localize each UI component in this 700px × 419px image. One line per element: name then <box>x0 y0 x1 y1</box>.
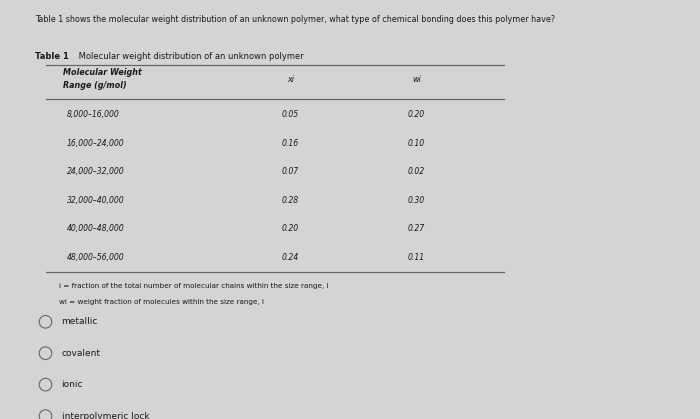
Text: Range (g/mol): Range (g/mol) <box>63 81 127 90</box>
Text: 0.07: 0.07 <box>282 168 299 176</box>
Text: 16,000–24,000: 16,000–24,000 <box>66 139 124 148</box>
Text: 0.02: 0.02 <box>408 168 425 176</box>
Text: 0.28: 0.28 <box>282 196 299 205</box>
Text: 0.05: 0.05 <box>282 111 299 119</box>
Text: wi = weight fraction of molecules within the size range, i: wi = weight fraction of molecules within… <box>60 299 265 305</box>
Text: 0.16: 0.16 <box>282 139 299 148</box>
Text: Table 1: Table 1 <box>35 52 69 61</box>
Text: Molecular weight distribution of an unknown polymer: Molecular weight distribution of an unkn… <box>76 52 303 61</box>
Text: 8,000–16,000: 8,000–16,000 <box>66 111 119 119</box>
Text: 0.11: 0.11 <box>408 253 425 262</box>
Text: 32,000–40,000: 32,000–40,000 <box>66 196 124 205</box>
Text: 0.27: 0.27 <box>408 225 425 233</box>
Text: i = fraction of the total number of molecular chains within the size range, i: i = fraction of the total number of mole… <box>60 283 329 289</box>
Text: wi: wi <box>412 75 421 83</box>
Text: ionic: ionic <box>62 380 83 389</box>
Text: 40,000–48,000: 40,000–48,000 <box>66 225 124 233</box>
Text: interpolymeric lock: interpolymeric lock <box>62 411 149 419</box>
Text: covalent: covalent <box>62 349 101 358</box>
Text: 0.20: 0.20 <box>282 225 299 233</box>
Text: 0.24: 0.24 <box>282 253 299 262</box>
Text: 0.10: 0.10 <box>408 139 425 148</box>
Text: 0.30: 0.30 <box>408 196 425 205</box>
Text: Table 1 shows the molecular weight distribution of an unknown polymer, what type: Table 1 shows the molecular weight distr… <box>35 15 555 23</box>
Text: 24,000–32,000: 24,000–32,000 <box>66 168 124 176</box>
Text: xi: xi <box>287 75 294 83</box>
Text: Molecular Weight: Molecular Weight <box>63 68 142 77</box>
Text: 48,000–56,000: 48,000–56,000 <box>66 253 124 262</box>
Text: metallic: metallic <box>62 317 98 326</box>
Text: 0.20: 0.20 <box>408 111 425 119</box>
